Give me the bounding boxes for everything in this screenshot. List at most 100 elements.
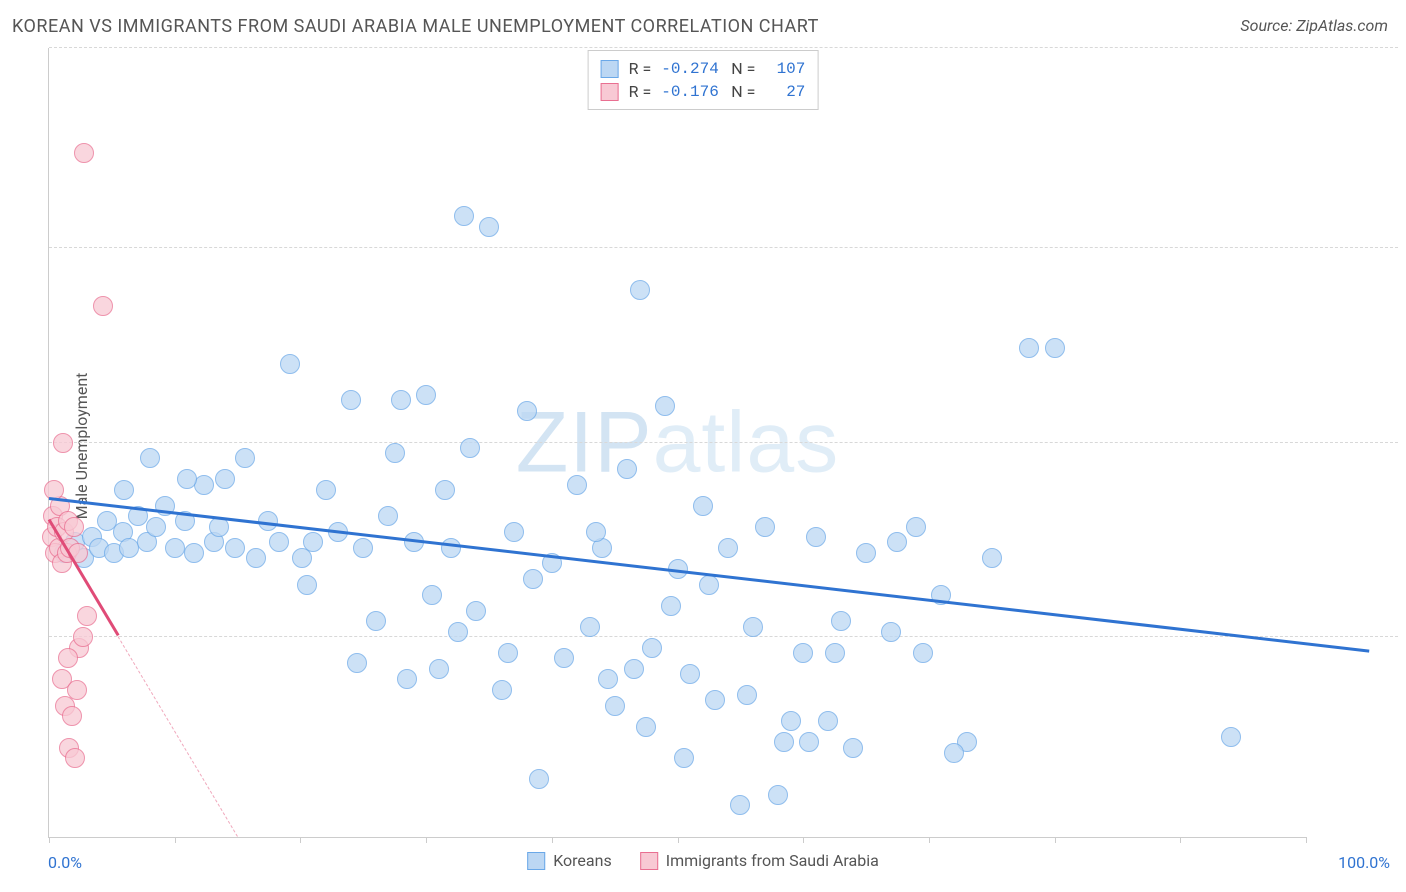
x-tick <box>929 837 930 843</box>
legend-item-saudi: Immigrants from Saudi Arabia <box>640 851 879 870</box>
data-point-koreans <box>448 622 468 642</box>
legend-row-saudi: R = -0.176 N = 27 <box>601 80 806 103</box>
gridline: 11.2% <box>49 247 1398 248</box>
data-point-saudi <box>93 296 113 316</box>
data-point-koreans <box>235 448 255 468</box>
x-tick <box>175 837 176 843</box>
data-point-koreans <box>906 517 926 537</box>
x-tick <box>803 837 804 843</box>
data-point-koreans <box>825 643 845 663</box>
data-point-koreans <box>636 717 656 737</box>
source-label: Source: ZipAtlas.com <box>1240 16 1388 35</box>
data-point-koreans <box>492 680 512 700</box>
data-point-koreans <box>944 743 964 763</box>
x-axis-max-label: 100.0% <box>1338 853 1390 872</box>
data-point-koreans <box>743 617 763 637</box>
data-point-koreans <box>586 522 606 542</box>
y-tick-label: 15.0% <box>1402 38 1406 57</box>
data-point-koreans <box>774 732 794 752</box>
x-tick <box>1180 837 1181 843</box>
x-tick <box>49 837 50 843</box>
data-point-koreans <box>755 517 775 537</box>
data-point-koreans <box>718 538 738 558</box>
swatch-koreans-icon <box>527 852 545 870</box>
data-point-koreans <box>316 480 336 500</box>
data-point-koreans <box>114 480 134 500</box>
x-tick <box>426 837 427 843</box>
data-point-koreans <box>982 548 1002 568</box>
data-point-koreans <box>397 669 417 689</box>
data-point-koreans <box>781 711 801 731</box>
data-point-koreans <box>913 643 933 663</box>
data-point-koreans <box>818 711 838 731</box>
data-point-saudi <box>65 748 85 768</box>
data-point-koreans <box>366 611 386 631</box>
data-point-koreans <box>617 459 637 479</box>
r-value-koreans: -0.274 <box>661 60 721 78</box>
data-point-koreans <box>435 480 455 500</box>
data-point-saudi <box>73 627 93 647</box>
data-point-koreans <box>699 575 719 595</box>
x-tick <box>1306 837 1307 843</box>
data-point-koreans <box>737 685 757 705</box>
data-point-koreans <box>391 390 411 410</box>
swatch-koreans <box>601 60 619 78</box>
data-point-koreans <box>517 401 537 421</box>
swatch-saudi <box>601 83 619 101</box>
data-point-koreans <box>580 617 600 637</box>
data-point-koreans <box>843 738 863 758</box>
gridline: 3.8% <box>49 636 1398 637</box>
data-point-koreans <box>529 769 549 789</box>
data-point-koreans <box>831 611 851 631</box>
data-point-koreans <box>693 496 713 516</box>
data-point-koreans <box>429 659 449 679</box>
data-point-saudi <box>62 706 82 726</box>
data-point-koreans <box>422 585 442 605</box>
data-point-koreans <box>655 396 675 416</box>
data-point-koreans <box>347 653 367 673</box>
y-tick-label: 3.8% <box>1402 627 1406 646</box>
data-point-koreans <box>140 448 160 468</box>
x-tick <box>1055 837 1056 843</box>
x-tick <box>300 837 301 843</box>
data-point-koreans <box>887 532 907 552</box>
data-point-koreans <box>466 601 486 621</box>
data-point-koreans <box>479 217 499 237</box>
y-tick-label: 7.5% <box>1402 433 1406 452</box>
trendline <box>118 636 238 836</box>
data-point-koreans <box>378 506 398 526</box>
data-point-koreans <box>1019 338 1039 358</box>
data-point-koreans <box>146 517 166 537</box>
data-point-koreans <box>280 354 300 374</box>
data-point-koreans <box>642 638 662 658</box>
data-point-koreans <box>680 664 700 684</box>
data-point-koreans <box>856 543 876 563</box>
data-point-koreans <box>297 575 317 595</box>
data-point-koreans <box>598 669 618 689</box>
data-point-koreans <box>269 532 289 552</box>
data-point-koreans <box>554 648 574 668</box>
plot-area: ZIPatlas 3.8%7.5%11.2%15.0% <box>48 48 1306 838</box>
data-point-saudi <box>53 433 73 453</box>
n-value-saudi: 27 <box>765 83 805 101</box>
chart-container: KOREAN VS IMMIGRANTS FROM SAUDI ARABIA M… <box>0 0 1406 892</box>
watermark: ZIPatlas <box>516 393 839 492</box>
data-point-koreans <box>416 385 436 405</box>
r-value-saudi: -0.176 <box>661 83 721 101</box>
legend-item-koreans: Koreans <box>527 851 612 870</box>
x-tick <box>552 837 553 843</box>
data-point-koreans <box>353 538 373 558</box>
data-point-saudi <box>74 143 94 163</box>
data-point-koreans <box>1045 338 1065 358</box>
legend-row-koreans: R = -0.274 N = 107 <box>601 57 806 80</box>
data-point-koreans <box>674 748 694 768</box>
data-point-koreans <box>730 795 750 815</box>
data-point-saudi <box>77 606 97 626</box>
series-legend: Koreans Immigrants from Saudi Arabia <box>527 851 879 870</box>
data-point-koreans <box>177 469 197 489</box>
data-point-koreans <box>1221 727 1241 747</box>
data-point-koreans <box>504 522 524 542</box>
data-point-koreans <box>768 785 788 805</box>
y-tick-label: 11.2% <box>1402 238 1406 257</box>
legend-label-koreans: Koreans <box>553 851 612 870</box>
